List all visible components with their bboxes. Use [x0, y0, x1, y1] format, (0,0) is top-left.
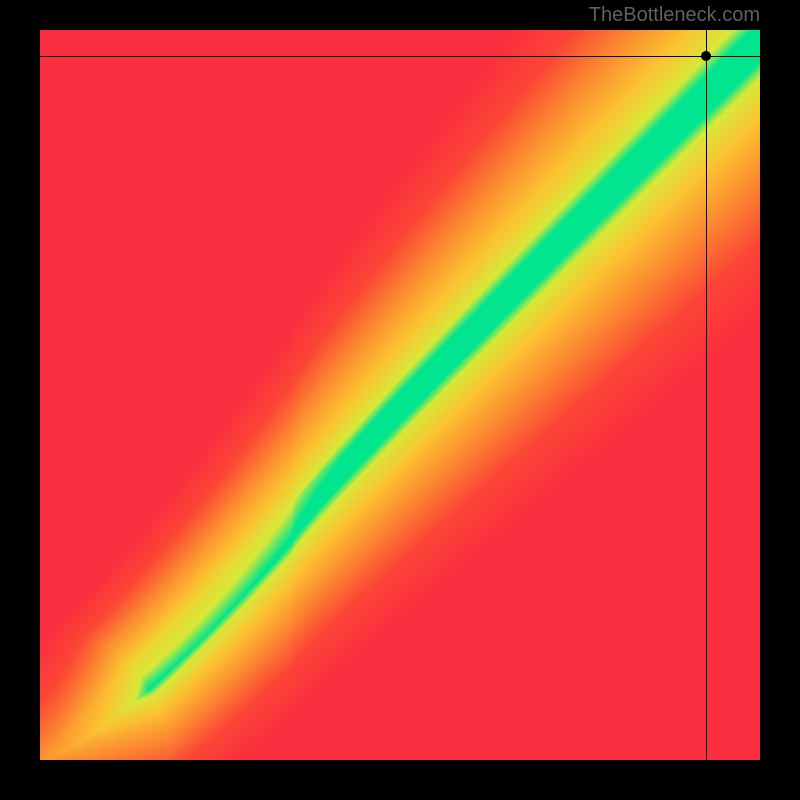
marker-dot — [701, 51, 711, 61]
heatmap-canvas — [40, 30, 760, 760]
heatmap-chart — [40, 30, 760, 760]
watermark: TheBottleneck.com — [589, 4, 760, 27]
crosshair-horizontal — [40, 56, 760, 57]
crosshair-vertical — [706, 30, 707, 760]
